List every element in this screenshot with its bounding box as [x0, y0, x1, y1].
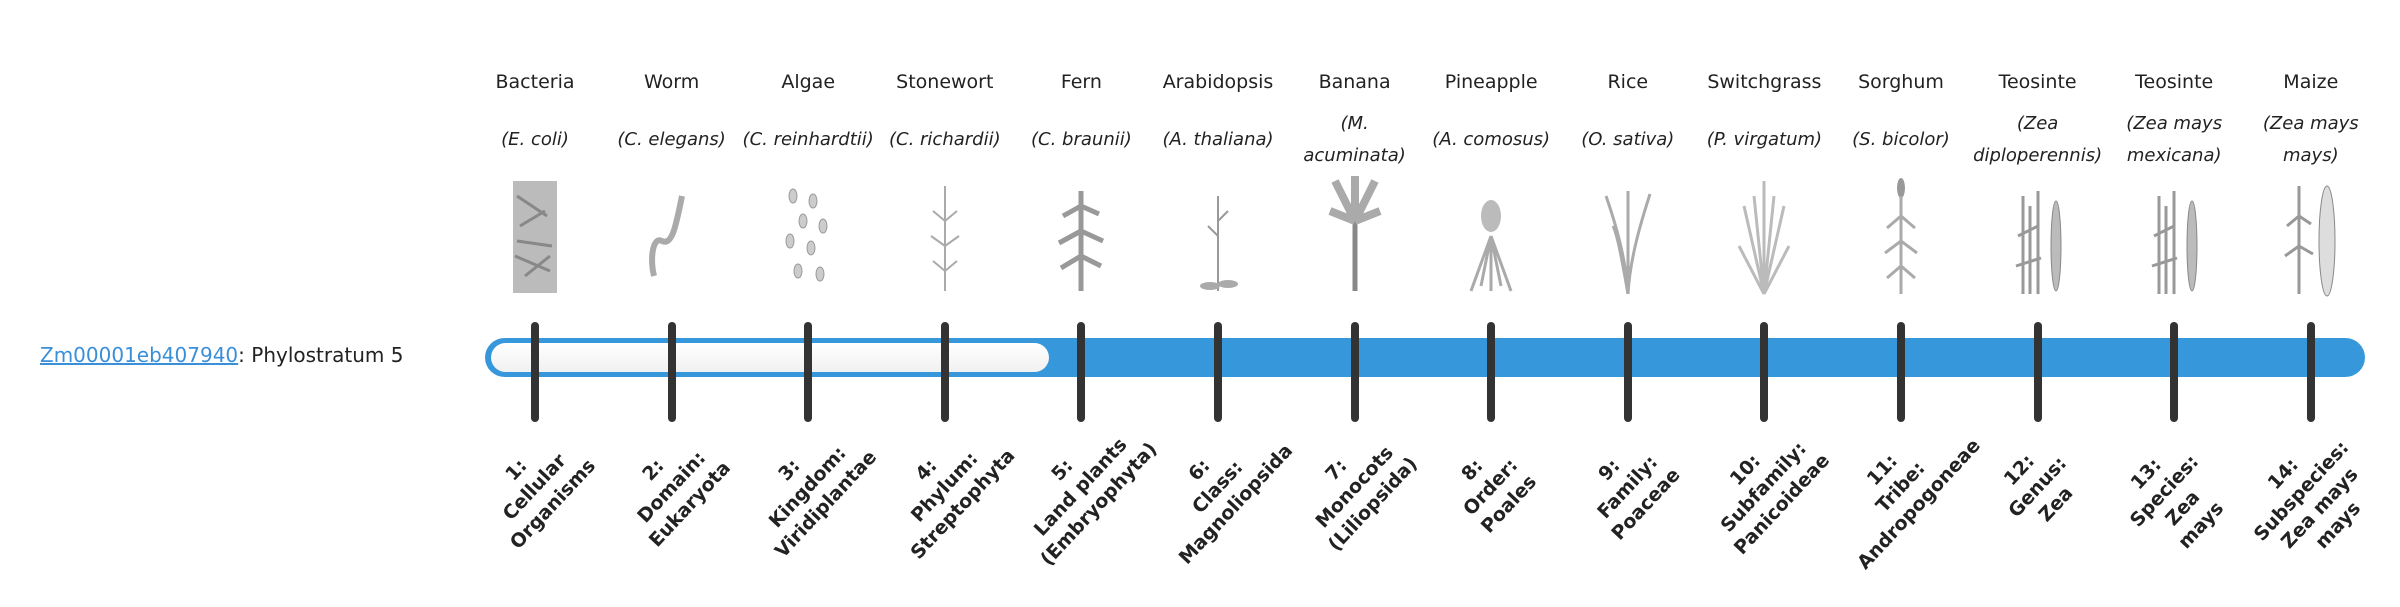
algae-icon	[740, 176, 876, 298]
organism-common-name: Teosinte	[2135, 71, 2214, 93]
organism-scientific-name: (C. richardii)	[888, 129, 1001, 150]
organism-common-name: Switchgrass	[1707, 71, 1822, 93]
organism-scientific-name: (S. bicolor)	[1852, 129, 1950, 150]
stratum-tick	[667, 322, 676, 422]
organism-scientific-name: (E. coli)	[501, 129, 569, 150]
organism-scientific-name: (A. comosus)	[1432, 129, 1551, 150]
teosinte-icon	[2106, 176, 2242, 298]
stratum-tick	[531, 322, 539, 422]
organism-scientific-name: (C. reinhardtii)	[742, 129, 874, 150]
rice-icon	[1560, 176, 1696, 298]
maize-icon	[2243, 176, 2379, 298]
stratum-tick	[1214, 322, 1222, 422]
organism-common-name: Arabidopsis	[1162, 71, 1274, 93]
organism-common-name: Maize	[2283, 71, 2339, 93]
worm-icon	[604, 176, 740, 298]
organism-common-name: Banana	[1318, 71, 1391, 93]
stratum-tick	[1487, 322, 1496, 422]
organism-scientific-name: (O. sativa)	[1581, 129, 1675, 150]
organism-scientific-name: (M. acuminata)	[1303, 113, 1406, 166]
organism-common-name: Stonewort	[896, 71, 994, 93]
switchgrass-icon	[1696, 176, 1832, 298]
stratum-tick	[2033, 322, 2042, 422]
pineapple-icon	[1423, 176, 1559, 298]
organism-scientific-name: (Zea diploperennis)	[1973, 113, 2103, 166]
stratum-tick	[1350, 322, 1359, 422]
organism-common-name: Bacteria	[495, 71, 575, 93]
organism-common-name: Rice	[1607, 71, 1649, 93]
stratum-tick	[804, 322, 813, 422]
organism-scientific-name: (Zea mays mexicana)	[2126, 113, 2223, 166]
organism-common-name: Sorghum	[1858, 71, 1944, 93]
sorghum-icon	[1833, 176, 1969, 298]
stonewort-icon	[877, 176, 1013, 298]
stratum-tick	[1897, 322, 1905, 422]
organism-common-name: Pineapple	[1444, 71, 1538, 93]
stratum-tick	[940, 322, 949, 422]
gene-label: Zm00001eb407940: Phylostratum 5	[40, 340, 403, 370]
organism-scientific-name: (C. elegans)	[617, 129, 726, 150]
banana-icon	[1287, 176, 1423, 298]
stratum-tick	[2170, 322, 2179, 422]
phylostratum-bar	[485, 338, 2365, 377]
bacteria-icon	[467, 176, 603, 298]
organism-common-name: Algae	[781, 71, 836, 93]
organism-scientific-name: (A. thaliana)	[1162, 129, 1274, 150]
bar-unfilled-region	[491, 343, 1050, 372]
arabidopsis-icon	[1150, 176, 1286, 298]
organism-scientific-name: (C. braunii)	[1031, 129, 1132, 150]
teosinte-icon	[1970, 176, 2106, 298]
organism-common-name: Teosinte	[1998, 71, 2077, 93]
stratum-tick	[1623, 322, 1632, 422]
organism-common-name: Worm	[643, 71, 700, 93]
gene-link[interactable]: Zm00001eb407940	[40, 343, 239, 367]
stratum-tick	[1760, 322, 1769, 422]
fern-icon	[1013, 176, 1149, 298]
organism-scientific-name: (P. virgatum)	[1706, 129, 1823, 150]
stratum-tick	[1077, 322, 1086, 422]
organism-scientific-name: (Zea mays mays)	[2262, 113, 2359, 166]
organism-common-name: Fern	[1060, 71, 1102, 93]
stratum-tick	[2306, 322, 2315, 422]
phylostratum-text: : Phylostratum 5	[238, 343, 404, 367]
